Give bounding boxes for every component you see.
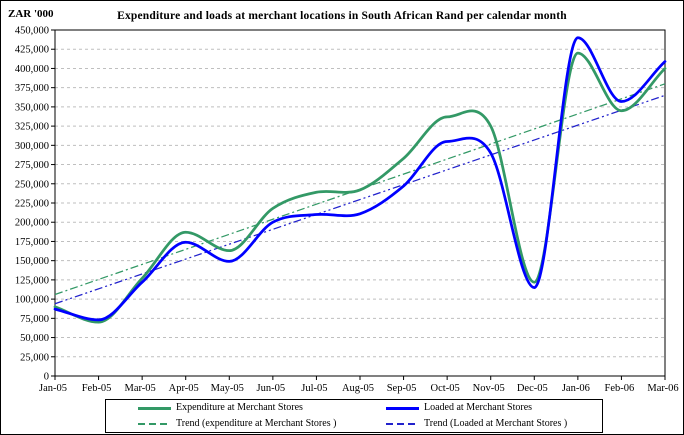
legend-item-trend-loaded: Trend (Loaded at Merchant Stores ) xyxy=(354,419,602,429)
legend-label-trend-loaded: Trend (Loaded at Merchant Stores ) xyxy=(424,418,568,429)
x-tick-label: Feb-05 xyxy=(82,383,112,394)
y-tick-label: 300,000 xyxy=(15,141,49,152)
x-tick-label: Mar-05 xyxy=(125,383,156,394)
legend-label-loaded: Loaded at Merchant Stores xyxy=(424,402,533,413)
legend-item-trend-expenditure: Trend (expenditure at Merchant Stores ) xyxy=(106,419,354,429)
legend-label-trend-expenditure: Trend (expenditure at Merchant Stores ) xyxy=(176,418,337,429)
series-line-expenditure-at-merchant-stores xyxy=(53,51,667,324)
y-tick-label: 250,000 xyxy=(15,179,49,190)
x-tick-label: Oct-05 xyxy=(431,383,460,394)
series-line-loaded-at-merchant-stores xyxy=(53,36,667,322)
x-tick-label: Jun-05 xyxy=(257,383,286,394)
legend-item-loaded: Loaded at Merchant Stores xyxy=(354,403,602,413)
legend: Expenditure at Merchant Stores Loaded at… xyxy=(105,399,603,433)
y-tick-label: 175,000 xyxy=(15,237,49,248)
expenditure-line-sample xyxy=(138,406,171,410)
chart-title: Expenditure and loads at merchant locati… xyxy=(117,10,567,22)
x-tick-label: Jan-06 xyxy=(562,383,590,394)
y-tick-label: 325,000 xyxy=(15,122,49,133)
x-tick-label: Dec-05 xyxy=(517,383,548,394)
x-tick-label: Mar-06 xyxy=(647,383,678,394)
x-tick-label: Sep-05 xyxy=(387,383,417,394)
y-tick-label: 50,000 xyxy=(20,333,49,344)
y-tick-label: 400,000 xyxy=(15,64,49,75)
y-tick-label: 450,000 xyxy=(15,26,49,37)
legend-label-expenditure: Expenditure at Merchant Stores xyxy=(176,402,303,413)
x-tick-label: Nov-05 xyxy=(473,383,505,394)
y-tick-label: 25,000 xyxy=(20,352,49,363)
y-tick-label: 425,000 xyxy=(15,45,49,56)
trend-line-trend-loaded-at-merchant-stores xyxy=(54,94,666,305)
y-tick-label: 150,000 xyxy=(15,256,49,267)
y-tick-label: 75,000 xyxy=(20,314,49,325)
trend-expenditure-line-sample xyxy=(138,423,171,425)
y-tick-label: 0 xyxy=(44,372,49,383)
loaded-line-sample xyxy=(386,406,419,410)
x-tick-label: Aug-05 xyxy=(342,383,374,394)
x-tick-label: Jan-05 xyxy=(39,383,67,394)
y-tick-label: 125,000 xyxy=(15,275,49,286)
y-tick-label: 100,000 xyxy=(15,295,49,306)
legend-item-expenditure: Expenditure at Merchant Stores xyxy=(106,403,354,413)
y-tick-label: 350,000 xyxy=(15,102,49,113)
x-tick-label: Apr-05 xyxy=(169,383,199,394)
y-tick-label: 200,000 xyxy=(15,218,49,229)
y-tick-label: 375,000 xyxy=(15,83,49,94)
x-tick-label: May-05 xyxy=(211,383,244,394)
x-tick-label: Feb-06 xyxy=(605,383,635,394)
y-tick-label: 275,000 xyxy=(15,160,49,171)
y-tick-label: 225,000 xyxy=(15,199,49,210)
y-axis-unit-label: ZAR '000 xyxy=(8,8,54,20)
trend-loaded-line-sample xyxy=(386,423,419,425)
x-tick-label: Jul-05 xyxy=(301,383,327,394)
